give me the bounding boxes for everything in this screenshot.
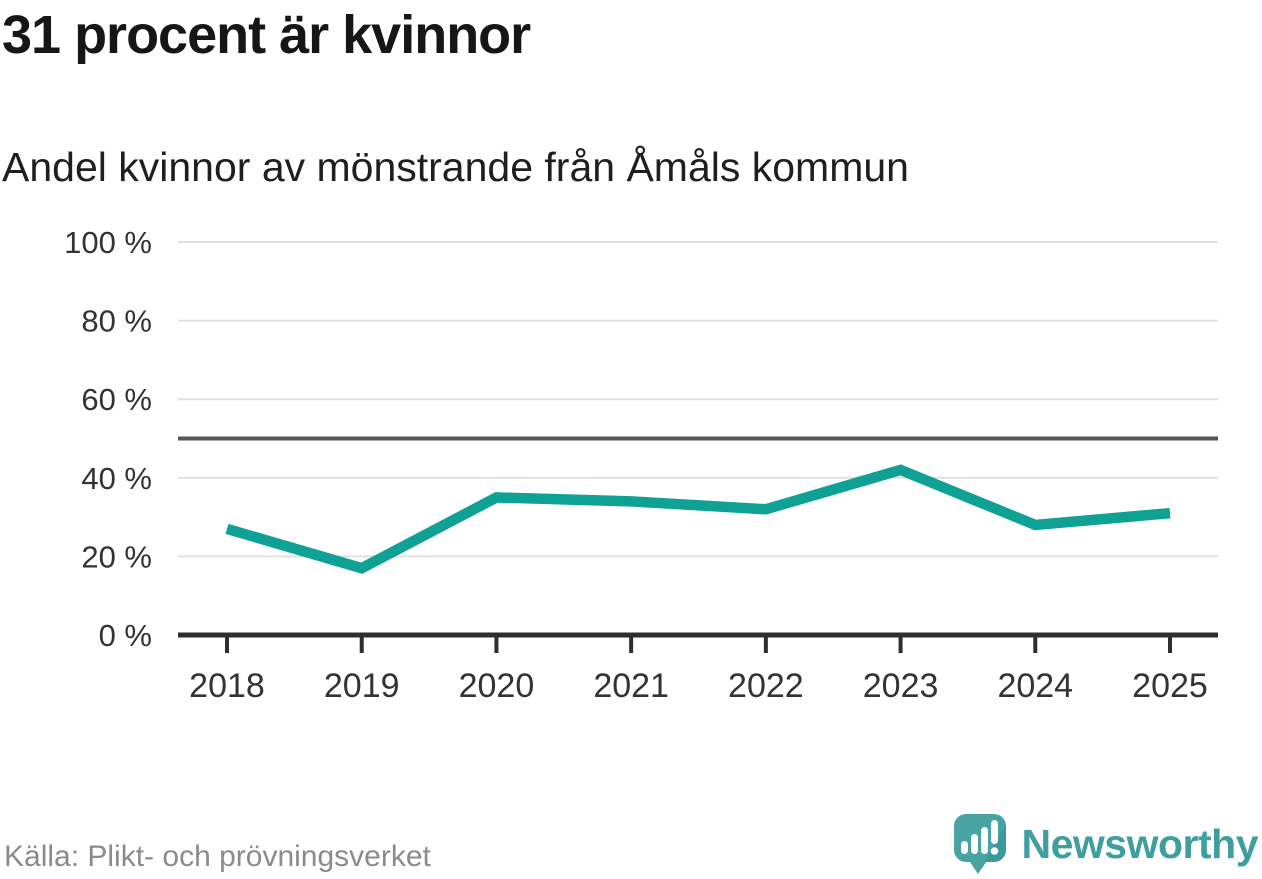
y-axis-tick-label: 0 %	[99, 618, 152, 653]
x-axis-tick-label: 2021	[593, 667, 669, 705]
source-caption: Källa: Plikt- och prövningsverket	[4, 840, 431, 873]
brand-wordmark: Newsworthy	[1021, 820, 1259, 867]
x-axis-tick-label: 2025	[1132, 667, 1208, 705]
y-axis-tick-label: 20 %	[81, 539, 152, 574]
x-axis-tick-label: 2022	[728, 667, 804, 705]
x-axis-tick-label: 2023	[863, 667, 939, 705]
x-axis-tick-label: 2020	[459, 667, 535, 705]
brand-logo: Newsworthy	[950, 812, 1259, 876]
x-axis-tick-label: 2018	[189, 667, 265, 705]
x-axis-tick-label: 2024	[997, 667, 1073, 705]
x-axis-tick-label: 2019	[324, 667, 400, 705]
y-axis-tick-label: 40 %	[81, 461, 152, 496]
newsworthy-speech-bubble-barchart-icon	[953, 814, 1006, 874]
data-series-line	[225, 464, 1171, 574]
chart-title: 31 procent är kvinnor	[2, 5, 531, 65]
chart-subtitle: Andel kvinnor av mönstrande från Åmåls k…	[2, 144, 909, 190]
y-axis-tick-label: 60 %	[81, 382, 152, 417]
y-axis-tick-label: 100 %	[64, 225, 152, 260]
y-axis-tick-label: 80 %	[81, 304, 152, 339]
